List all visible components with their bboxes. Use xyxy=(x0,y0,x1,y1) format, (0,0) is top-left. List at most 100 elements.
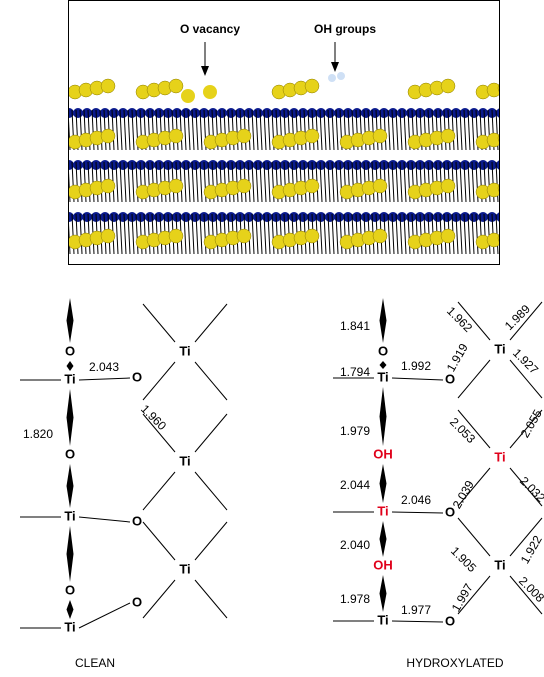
bond xyxy=(308,266,310,306)
o-atom xyxy=(204,285,218,299)
ti-atom xyxy=(460,264,470,274)
ti-atom xyxy=(505,108,515,118)
o-atom xyxy=(101,229,115,243)
ti-atom xyxy=(514,264,524,274)
o-atom xyxy=(305,229,319,243)
bond-length: 2.055 xyxy=(518,407,544,440)
ti-atom xyxy=(415,264,425,274)
bond xyxy=(352,266,354,306)
bond xyxy=(208,266,210,306)
wedge xyxy=(67,464,74,508)
bond xyxy=(516,110,518,150)
bond xyxy=(195,304,227,342)
ti-atom xyxy=(280,264,290,274)
bond xyxy=(384,266,386,306)
ti-atom xyxy=(289,108,299,118)
bond-length: 1.794 xyxy=(340,365,370,379)
caption: HYDROXYLATED xyxy=(406,656,503,670)
ti-atom xyxy=(514,160,524,170)
atom-label: O xyxy=(65,582,75,597)
o-atom xyxy=(441,79,455,93)
bond xyxy=(504,266,506,306)
bond xyxy=(500,214,502,254)
ti-atom xyxy=(361,160,371,170)
bond-length: 2.032 xyxy=(517,474,544,505)
ti-atom xyxy=(397,264,407,274)
bond xyxy=(436,266,438,306)
ti-atom xyxy=(55,160,65,170)
bond-length: 1.977 xyxy=(401,603,431,617)
label: O vacancy xyxy=(180,22,240,36)
bond xyxy=(168,266,170,306)
bond xyxy=(428,266,430,306)
ti-atom xyxy=(325,264,335,274)
bond xyxy=(180,266,182,306)
atom-label: O xyxy=(445,613,455,628)
bond xyxy=(292,266,294,306)
ti-atom xyxy=(496,108,506,118)
atom-label: Ti xyxy=(494,449,505,464)
bond xyxy=(244,266,246,306)
ti-atom xyxy=(325,108,335,118)
bond xyxy=(212,266,214,306)
atom-label: Ti xyxy=(179,561,190,576)
ti-atom xyxy=(154,108,164,118)
bond xyxy=(236,266,238,306)
atom-label: O xyxy=(65,343,75,358)
atom-label: O xyxy=(132,513,142,528)
ti-atom xyxy=(181,160,191,170)
bond xyxy=(464,266,466,306)
ti-atom xyxy=(190,264,200,274)
ti-atom xyxy=(352,264,362,274)
ti-atom xyxy=(271,264,281,274)
bond xyxy=(72,266,74,306)
bond xyxy=(76,266,78,306)
bond xyxy=(195,414,227,452)
ti-atom xyxy=(208,264,218,274)
o-atom xyxy=(101,129,115,143)
o-atom xyxy=(169,279,183,293)
ti-atom xyxy=(406,160,416,170)
ti-atom xyxy=(361,212,371,222)
bond-length: 1.841 xyxy=(340,319,370,333)
o-atom xyxy=(373,179,387,193)
bond xyxy=(60,266,62,306)
bond xyxy=(416,266,418,306)
bond xyxy=(404,266,406,306)
bond xyxy=(143,472,175,510)
bond-length: 1.919 xyxy=(444,341,471,374)
ti-atom xyxy=(433,160,443,170)
bond-length: 2.046 xyxy=(401,493,431,507)
ti-atom xyxy=(496,264,506,274)
ti-atom xyxy=(109,264,119,274)
ti-atom xyxy=(514,212,524,222)
ti-atom xyxy=(82,160,92,170)
wedge xyxy=(380,361,387,369)
ti-atom xyxy=(478,108,488,118)
bond xyxy=(312,266,314,306)
bond xyxy=(164,266,166,306)
ti-atom xyxy=(217,108,227,118)
o-atom xyxy=(237,229,251,243)
ti-atom xyxy=(433,212,443,222)
ti-atom xyxy=(442,160,452,170)
bond xyxy=(143,304,175,342)
bond xyxy=(480,266,482,306)
ti-atom xyxy=(55,108,65,118)
bond xyxy=(492,266,494,306)
bond xyxy=(448,266,450,306)
diagrams: OTiOTiOTiOOOTiTiTiOTiOHTiOHTiOOOTiTiTi2.… xyxy=(20,298,544,634)
bond xyxy=(80,266,82,306)
bond xyxy=(260,266,262,306)
ti-atom xyxy=(388,264,398,274)
bond xyxy=(408,266,410,306)
ti-atom xyxy=(505,212,515,222)
bond xyxy=(108,266,110,306)
bond xyxy=(300,266,302,306)
o-atom xyxy=(509,79,523,93)
bond xyxy=(516,162,518,202)
ti-atom xyxy=(190,212,200,222)
ti-atom xyxy=(235,264,245,274)
ti-atom xyxy=(145,212,155,222)
ti-atom xyxy=(298,108,308,118)
